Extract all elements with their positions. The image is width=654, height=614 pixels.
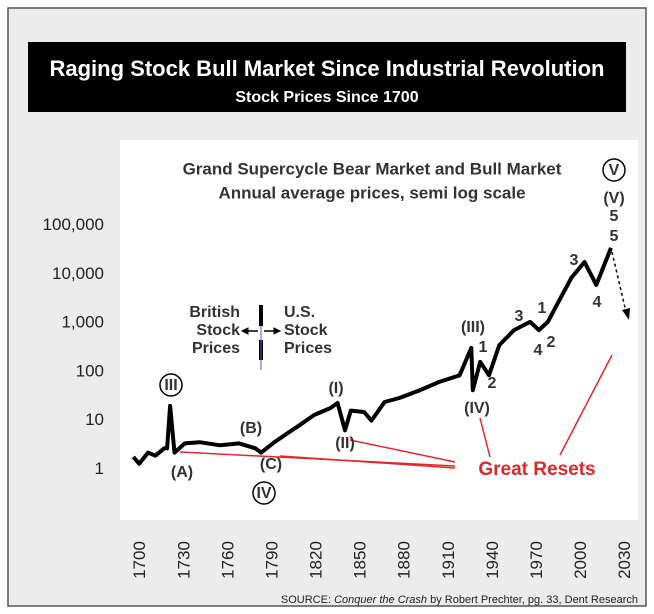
x-tick-label: 1970: [527, 541, 546, 579]
annotation: 5: [610, 208, 619, 225]
annotation: 1: [479, 339, 488, 356]
title-box: [28, 42, 626, 112]
chart-title: Grand Supercycle Bear Market and Bull Ma…: [183, 159, 562, 178]
british-label: Stock: [196, 322, 240, 339]
divider: [240, 305, 282, 370]
plot-area: [120, 140, 638, 520]
x-tick-label: 2000: [571, 541, 590, 579]
annotation-circle: [159, 373, 183, 397]
annotation: (B): [240, 420, 262, 437]
annotation-circle: [252, 481, 276, 505]
x-tick-label: 1790: [262, 541, 281, 579]
projection-arrow: [611, 251, 627, 313]
y-tick-label: 1,000: [61, 313, 104, 332]
annotation: 1: [538, 300, 547, 317]
x-tick-label: 1760: [218, 541, 237, 579]
us-label: Stock: [284, 322, 328, 339]
y-tick-label: 100,000: [43, 215, 104, 234]
british-label: Prices: [192, 340, 240, 357]
projection-arrowhead: [622, 308, 630, 320]
source: SOURCE: Conquer the Crash by Robert Prec…: [281, 594, 638, 606]
annotation: 3: [570, 252, 579, 269]
x-tick-label: 1820: [307, 541, 326, 579]
annotation: (IV): [464, 400, 490, 417]
y-tick-label: 10,000: [52, 264, 104, 283]
resets-label: Great Resets: [478, 459, 595, 480]
title: Raging Stock Bull Market Since Industria…: [50, 56, 605, 81]
annotation: 5: [610, 228, 619, 245]
annotation-circle: [602, 158, 626, 182]
annotation: (C): [260, 456, 282, 473]
x-tick-label: 1700: [130, 541, 149, 579]
us-label: Prices: [284, 340, 332, 357]
us-label: U.S.: [284, 304, 315, 321]
x-tick-label: 1850: [351, 541, 370, 579]
annotation: (III): [461, 319, 485, 336]
annotation: 4: [593, 294, 602, 311]
annotation: III: [164, 377, 177, 394]
annotation: V: [609, 162, 620, 179]
y-tick-label: 100: [76, 361, 104, 380]
subtitle: Stock Prices Since 1700: [235, 89, 418, 106]
source-part: SOURCE:: [281, 594, 334, 606]
annotation: 2: [547, 334, 556, 351]
chart-subtitle: Annual average prices, semi log scale: [218, 183, 525, 202]
x-tick-label: 1880: [395, 541, 414, 579]
price-line: [131, 247, 613, 466]
annotation: (II): [335, 435, 355, 452]
annotation: 2: [488, 375, 497, 392]
x-tick-label: 1910: [439, 541, 458, 579]
source-part: by Robert Prechter, pg. 33, Dent Researc…: [427, 594, 638, 606]
annotation: (V): [603, 190, 624, 207]
reset-arrows: [179, 354, 613, 469]
x-tick-label: 1730: [174, 541, 193, 579]
annotation: (I): [328, 380, 343, 397]
annotation: 4: [534, 342, 543, 359]
source-part: Conquer the Crash: [334, 594, 427, 606]
annotation: IV: [256, 485, 271, 502]
x-tick-label: 1940: [483, 541, 502, 579]
annotation: 3: [515, 308, 524, 325]
annotation: (A): [171, 464, 193, 481]
y-tick-label: 1: [95, 459, 104, 478]
british-label: British: [189, 304, 240, 321]
x-tick-label: 2030: [615, 541, 634, 579]
y-tick-label: 10: [85, 410, 104, 429]
